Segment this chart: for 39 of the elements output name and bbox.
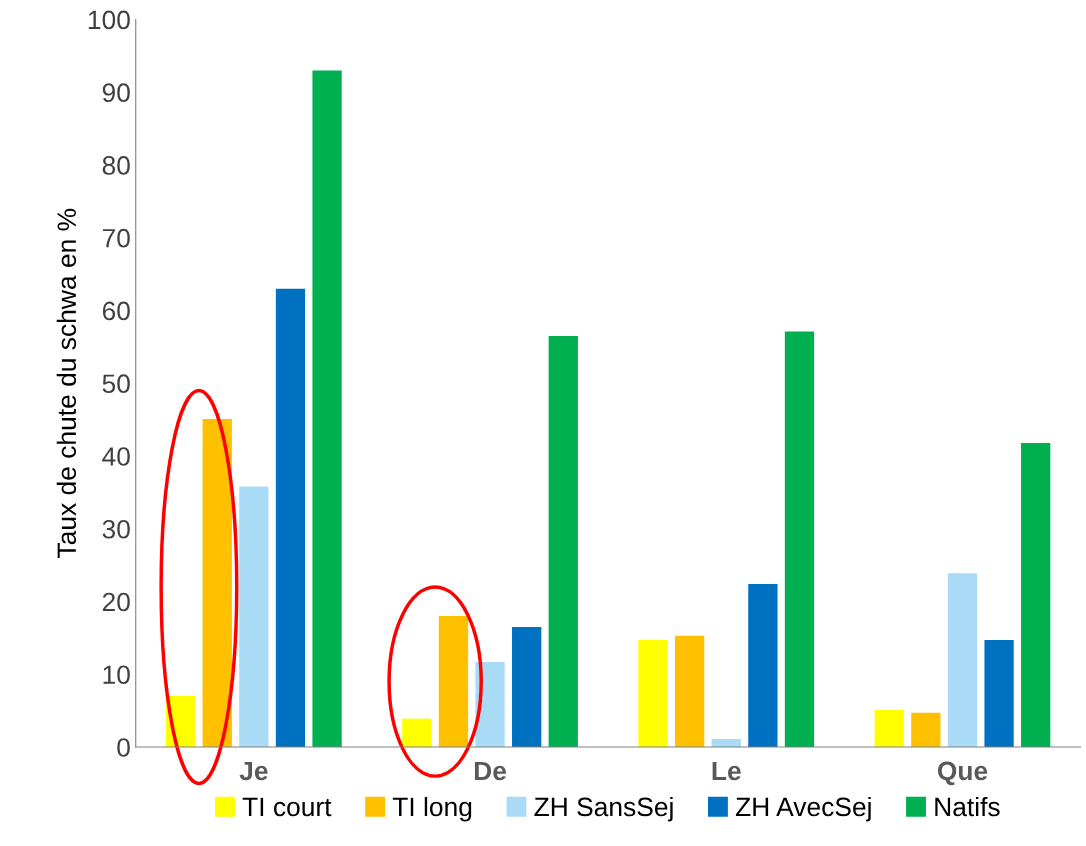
x-tick-label: Que <box>937 761 988 786</box>
bar <box>675 635 705 748</box>
legend-label: TI court <box>242 797 332 817</box>
bar <box>1021 442 1051 748</box>
bar <box>748 584 778 748</box>
bar <box>475 661 505 748</box>
bar <box>947 573 978 748</box>
legend-label: ZH SansSej <box>534 796 673 822</box>
bar <box>638 640 668 748</box>
y-tick-label: 50 <box>102 374 130 394</box>
bar <box>548 335 578 748</box>
bar <box>202 418 232 748</box>
bar <box>512 626 542 748</box>
y-tick-label: 0 <box>117 738 130 757</box>
x-tick-label: Le <box>712 761 741 781</box>
y-tick-label: 10 <box>103 665 130 685</box>
y-tick-label: 80 <box>102 156 130 175</box>
x-tick-label: Je <box>239 761 268 781</box>
y-tick-label: 100 <box>88 10 130 30</box>
y-tick-label: 70 <box>102 228 130 248</box>
bar <box>874 709 904 748</box>
legend-label: Natifs <box>935 796 1000 817</box>
y-tick-label: 20 <box>102 592 130 612</box>
y-axis-title: Taux de chute du schwa en % <box>56 208 77 558</box>
y-tick-label: 30 <box>102 519 130 539</box>
bar <box>984 640 1014 748</box>
bar <box>275 288 306 748</box>
bar <box>312 70 342 748</box>
bar <box>438 616 469 748</box>
bar <box>784 331 815 748</box>
bar <box>911 712 941 748</box>
y-tick-label: 90 <box>102 83 130 103</box>
y-tick-label: 60 <box>102 301 130 321</box>
bar <box>239 486 269 748</box>
x-tick-label: De <box>474 761 507 781</box>
legend-label: ZH AvecSej <box>735 796 871 822</box>
legend-label: TI long <box>392 796 472 822</box>
y-tick-label: 40 <box>102 447 130 466</box>
bar <box>402 718 432 748</box>
